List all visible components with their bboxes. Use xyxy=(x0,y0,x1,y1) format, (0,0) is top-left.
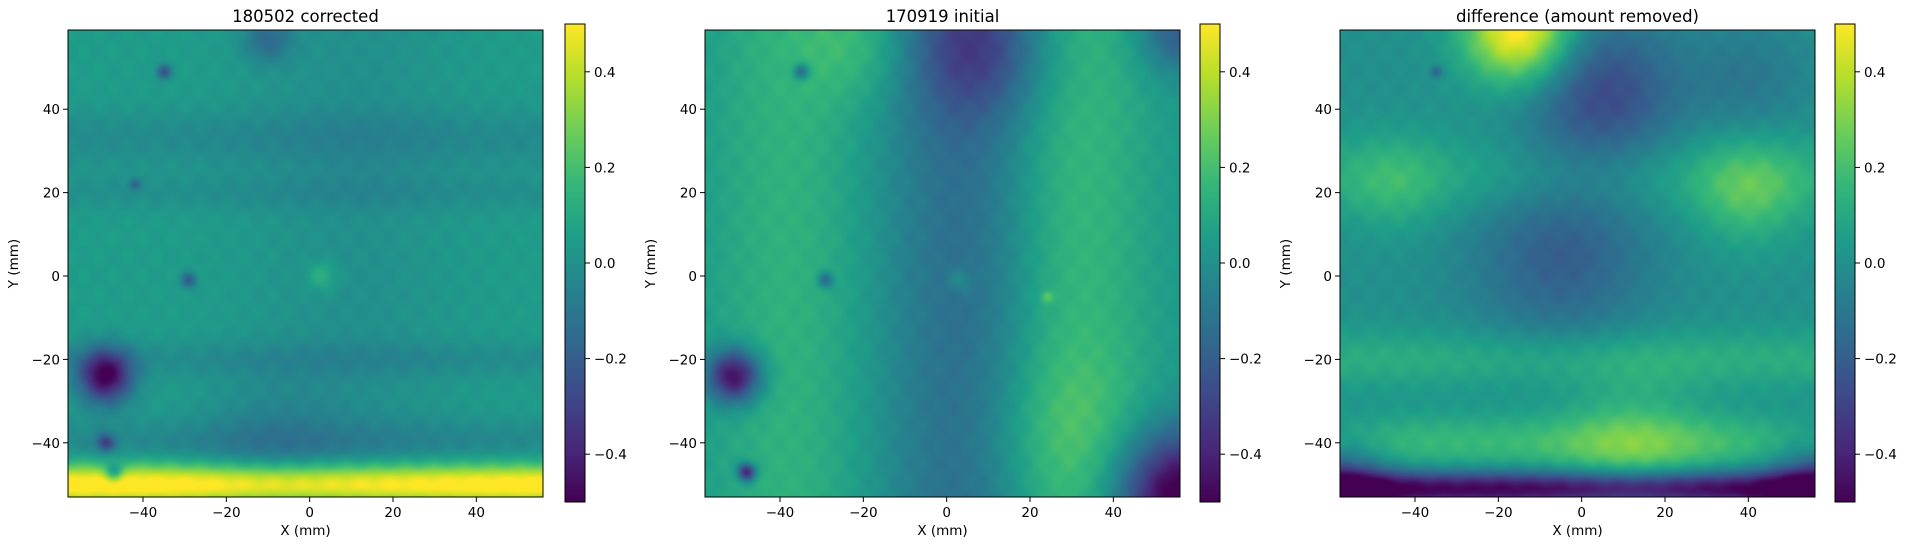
x-tick-label: 40 xyxy=(1105,505,1122,521)
colorbar-tick-label: −0.2 xyxy=(1229,352,1262,368)
colorbar-tick-label: 0.4 xyxy=(1864,65,1885,81)
heatmap-image xyxy=(1340,30,1815,497)
panel-2: 170919 initial −40 −20 0 20 40 −40 −20 0 20 40 X (m… xyxy=(643,7,1262,539)
y-tick-label: 20 xyxy=(1315,186,1332,202)
panel-3: difference (amount removed) −40 −20 0 20 40 −4… xyxy=(1278,7,1897,539)
chart-title: difference (amount removed) xyxy=(1456,7,1699,26)
y-tick-label: 20 xyxy=(43,186,60,202)
x-tick-label: −40 xyxy=(129,505,158,521)
colorbar-tick-label: −0.2 xyxy=(1864,352,1897,368)
x-axis-label: X (mm) xyxy=(280,523,330,539)
x-tick-label: −20 xyxy=(849,505,878,521)
y-axis-label: Y (mm) xyxy=(643,239,659,289)
y-tick-label: −40 xyxy=(669,436,698,452)
heatmap-image xyxy=(705,30,1180,497)
axes-frame xyxy=(1339,29,1816,498)
colorbar-tick-label: 0.0 xyxy=(1864,256,1885,272)
y-tick-label: −40 xyxy=(1304,436,1333,452)
colorbar-tick-label: −0.2 xyxy=(594,352,627,368)
colorbar-tick-label: −0.4 xyxy=(1864,447,1897,463)
heatmap-image xyxy=(68,30,543,497)
colorbar-tick-label: 0.2 xyxy=(1864,160,1885,176)
colorbar-tick-label: 0.0 xyxy=(1229,256,1250,272)
x-tick-label: 20 xyxy=(1021,505,1038,521)
x-tick-label: 0 xyxy=(1577,505,1586,521)
y-axis-label: Y (mm) xyxy=(6,239,22,289)
axes-frame xyxy=(67,29,544,498)
colorbar-tick-label: 0.2 xyxy=(1229,160,1250,176)
panel-1: 180502 corrected −40 −20 0 20 40 −40 −20 0 20 40 X … xyxy=(6,7,627,539)
colorbar-tick-label: 0.4 xyxy=(1229,65,1250,81)
y-tick-label: 40 xyxy=(1315,102,1332,118)
x-tick-label: 20 xyxy=(384,505,401,521)
axes-frame xyxy=(704,29,1181,498)
y-axis-label: Y (mm) xyxy=(1278,239,1294,289)
x-tick-label: 40 xyxy=(1740,505,1757,521)
x-tick-label: 0 xyxy=(942,505,951,521)
y-tick-label: 0 xyxy=(688,269,697,285)
colorbar-tick-label: 0.0 xyxy=(594,256,615,272)
chart-title: 180502 corrected xyxy=(232,7,379,26)
y-tick-label: −20 xyxy=(669,352,698,368)
x-tick-label: 20 xyxy=(1656,505,1673,521)
colorbar-tick-label: −0.4 xyxy=(1229,447,1262,463)
y-tick-label: −20 xyxy=(1304,352,1333,368)
colorbar-tick-label: −0.4 xyxy=(594,447,627,463)
y-tick-label: 0 xyxy=(1323,269,1332,285)
colorbar xyxy=(1200,24,1220,502)
y-tick-label: 40 xyxy=(680,102,697,118)
y-tick-label: 20 xyxy=(680,186,697,202)
colorbar xyxy=(565,24,585,502)
x-tick-label: 0 xyxy=(305,505,314,521)
x-tick-label: −20 xyxy=(212,505,241,521)
x-tick-label: −40 xyxy=(766,505,795,521)
y-tick-label: −40 xyxy=(32,436,61,452)
x-tick-label: 40 xyxy=(468,505,485,521)
colorbar xyxy=(1835,24,1855,502)
y-tick-label: 40 xyxy=(43,102,60,118)
colorbar-tick-label: 0.4 xyxy=(594,65,615,81)
y-tick-label: −20 xyxy=(32,352,61,368)
x-axis-label: X (mm) xyxy=(1552,523,1602,539)
x-tick-label: −40 xyxy=(1401,505,1430,521)
chart-title: 170919 initial xyxy=(886,7,1000,26)
x-axis-label: X (mm) xyxy=(917,523,967,539)
y-tick-label: 0 xyxy=(51,269,60,285)
x-tick-label: −20 xyxy=(1484,505,1513,521)
colorbar-tick-label: 0.2 xyxy=(594,160,615,176)
